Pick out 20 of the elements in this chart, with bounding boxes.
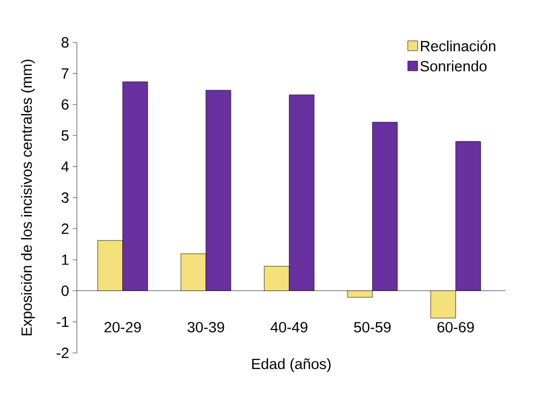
legend-label: Sonriendo	[420, 60, 487, 72]
x-axis-title: Edad (años)	[252, 358, 331, 372]
y-tick-label: 8	[62, 37, 69, 48]
y-tick-label: 6	[62, 99, 69, 110]
x-tick-label: 40-49	[270, 322, 308, 332]
y-tick-label: 0	[62, 286, 69, 296]
y-tick-label: 3	[62, 192, 69, 203]
y-tick-label: 7	[62, 68, 68, 79]
y-tick-label: -1	[56, 316, 68, 327]
x-tick-label: 60-69	[438, 322, 474, 332]
y-tick-label: 2	[62, 223, 68, 234]
y-tick-label: 1	[62, 254, 68, 265]
legend-label: Reclinación	[420, 40, 496, 52]
y-tick-label: -2	[56, 348, 68, 358]
x-tick-label: 50-59	[354, 322, 391, 332]
y-axis-title: Exposición de los incisivos centrales (mm)	[20, 60, 35, 336]
x-tick-label: 20-29	[104, 322, 141, 332]
x-tick-label: 30-39	[188, 322, 224, 332]
y-tick-label: 4	[61, 161, 69, 172]
y-tick-label: 5	[62, 130, 69, 141]
